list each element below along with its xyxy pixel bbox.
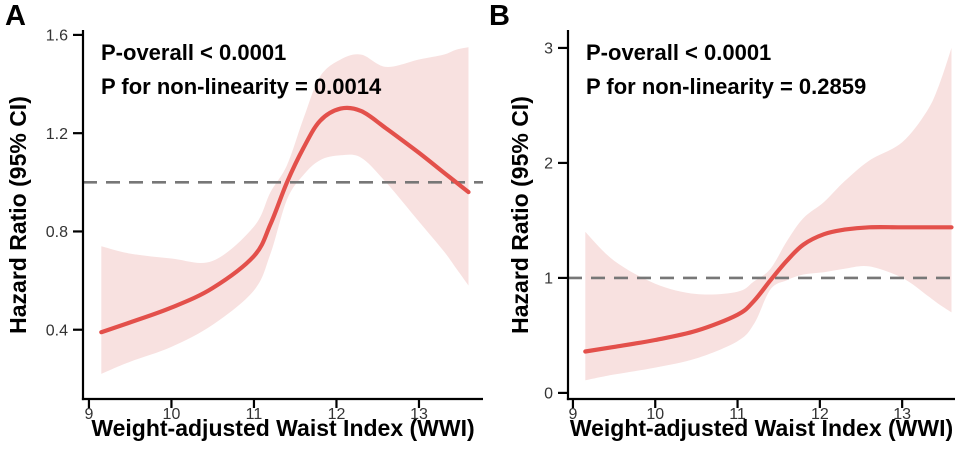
panel-b-x-tick-label: 11 — [729, 406, 746, 423]
panel-a-p-nonlinearity: P for non-linearity = 0.0014 — [101, 74, 382, 99]
panel-a-confidence-band — [101, 47, 469, 374]
panel-b-y-axis-title: Hazard Ratio (95% CI) — [507, 96, 533, 334]
panel-a-x-axis-title: Weight-adjusted Waist Index (WWI) — [91, 415, 475, 441]
panel-a-y-tick-label: 1.6 — [46, 28, 68, 45]
panel-a-label: A — [5, 0, 26, 32]
panel-a-y-tick-label: 0.8 — [46, 224, 68, 241]
panel-a-annotations: P-overall < 0.0001 P for non-linearity =… — [101, 36, 381, 104]
panel-b-y-tick-label: 0 — [544, 386, 553, 403]
panel-b-y-tick-label: 2 — [544, 156, 553, 173]
panel-a-x-tick-label: 13 — [410, 406, 428, 423]
panel-b-label: B — [489, 0, 510, 32]
panel-b-confidence-band — [585, 47, 952, 381]
panel-a-y-axis-title: Hazard Ratio (95% CI) — [5, 96, 31, 334]
panel-a-p-overall: P-overall < 0.0001 — [101, 40, 287, 65]
panel-b-y-tick-label: 1 — [544, 271, 553, 288]
panel-a-y-tick-label: 0.4 — [46, 322, 68, 339]
panel-a-x-tick-label: 10 — [163, 406, 181, 423]
panel-b-x-tick-label: 12 — [811, 406, 829, 423]
panel-b-annotations: P-overall < 0.0001 P for non-linearity =… — [586, 36, 866, 104]
panel-b-x-tick-label: 9 — [568, 406, 577, 423]
panel-b-p-overall: P-overall < 0.0001 — [586, 40, 772, 65]
panel-b-x-tick-label: 13 — [893, 406, 911, 423]
panel-a-x-tick-label: 11 — [246, 406, 263, 423]
panel-a-x-tick-label: 12 — [328, 406, 346, 423]
panel-a-x-tick-label: 9 — [84, 406, 93, 423]
panel-b-x-tick-label: 10 — [646, 406, 664, 423]
panel-b-x-axis-title: Weight-adjusted Waist Index (WWI) — [569, 415, 954, 441]
panel-a-y-tick-label: 1.2 — [46, 126, 68, 143]
panel-a-hazard-ratio-curve — [99, 105, 471, 335]
panel-b-p-nonlinearity: P for non-linearity = 0.2859 — [586, 74, 867, 99]
panel-b-hazard-ratio-curve — [583, 225, 954, 354]
panel-b-y-tick-label: 3 — [544, 41, 553, 58]
